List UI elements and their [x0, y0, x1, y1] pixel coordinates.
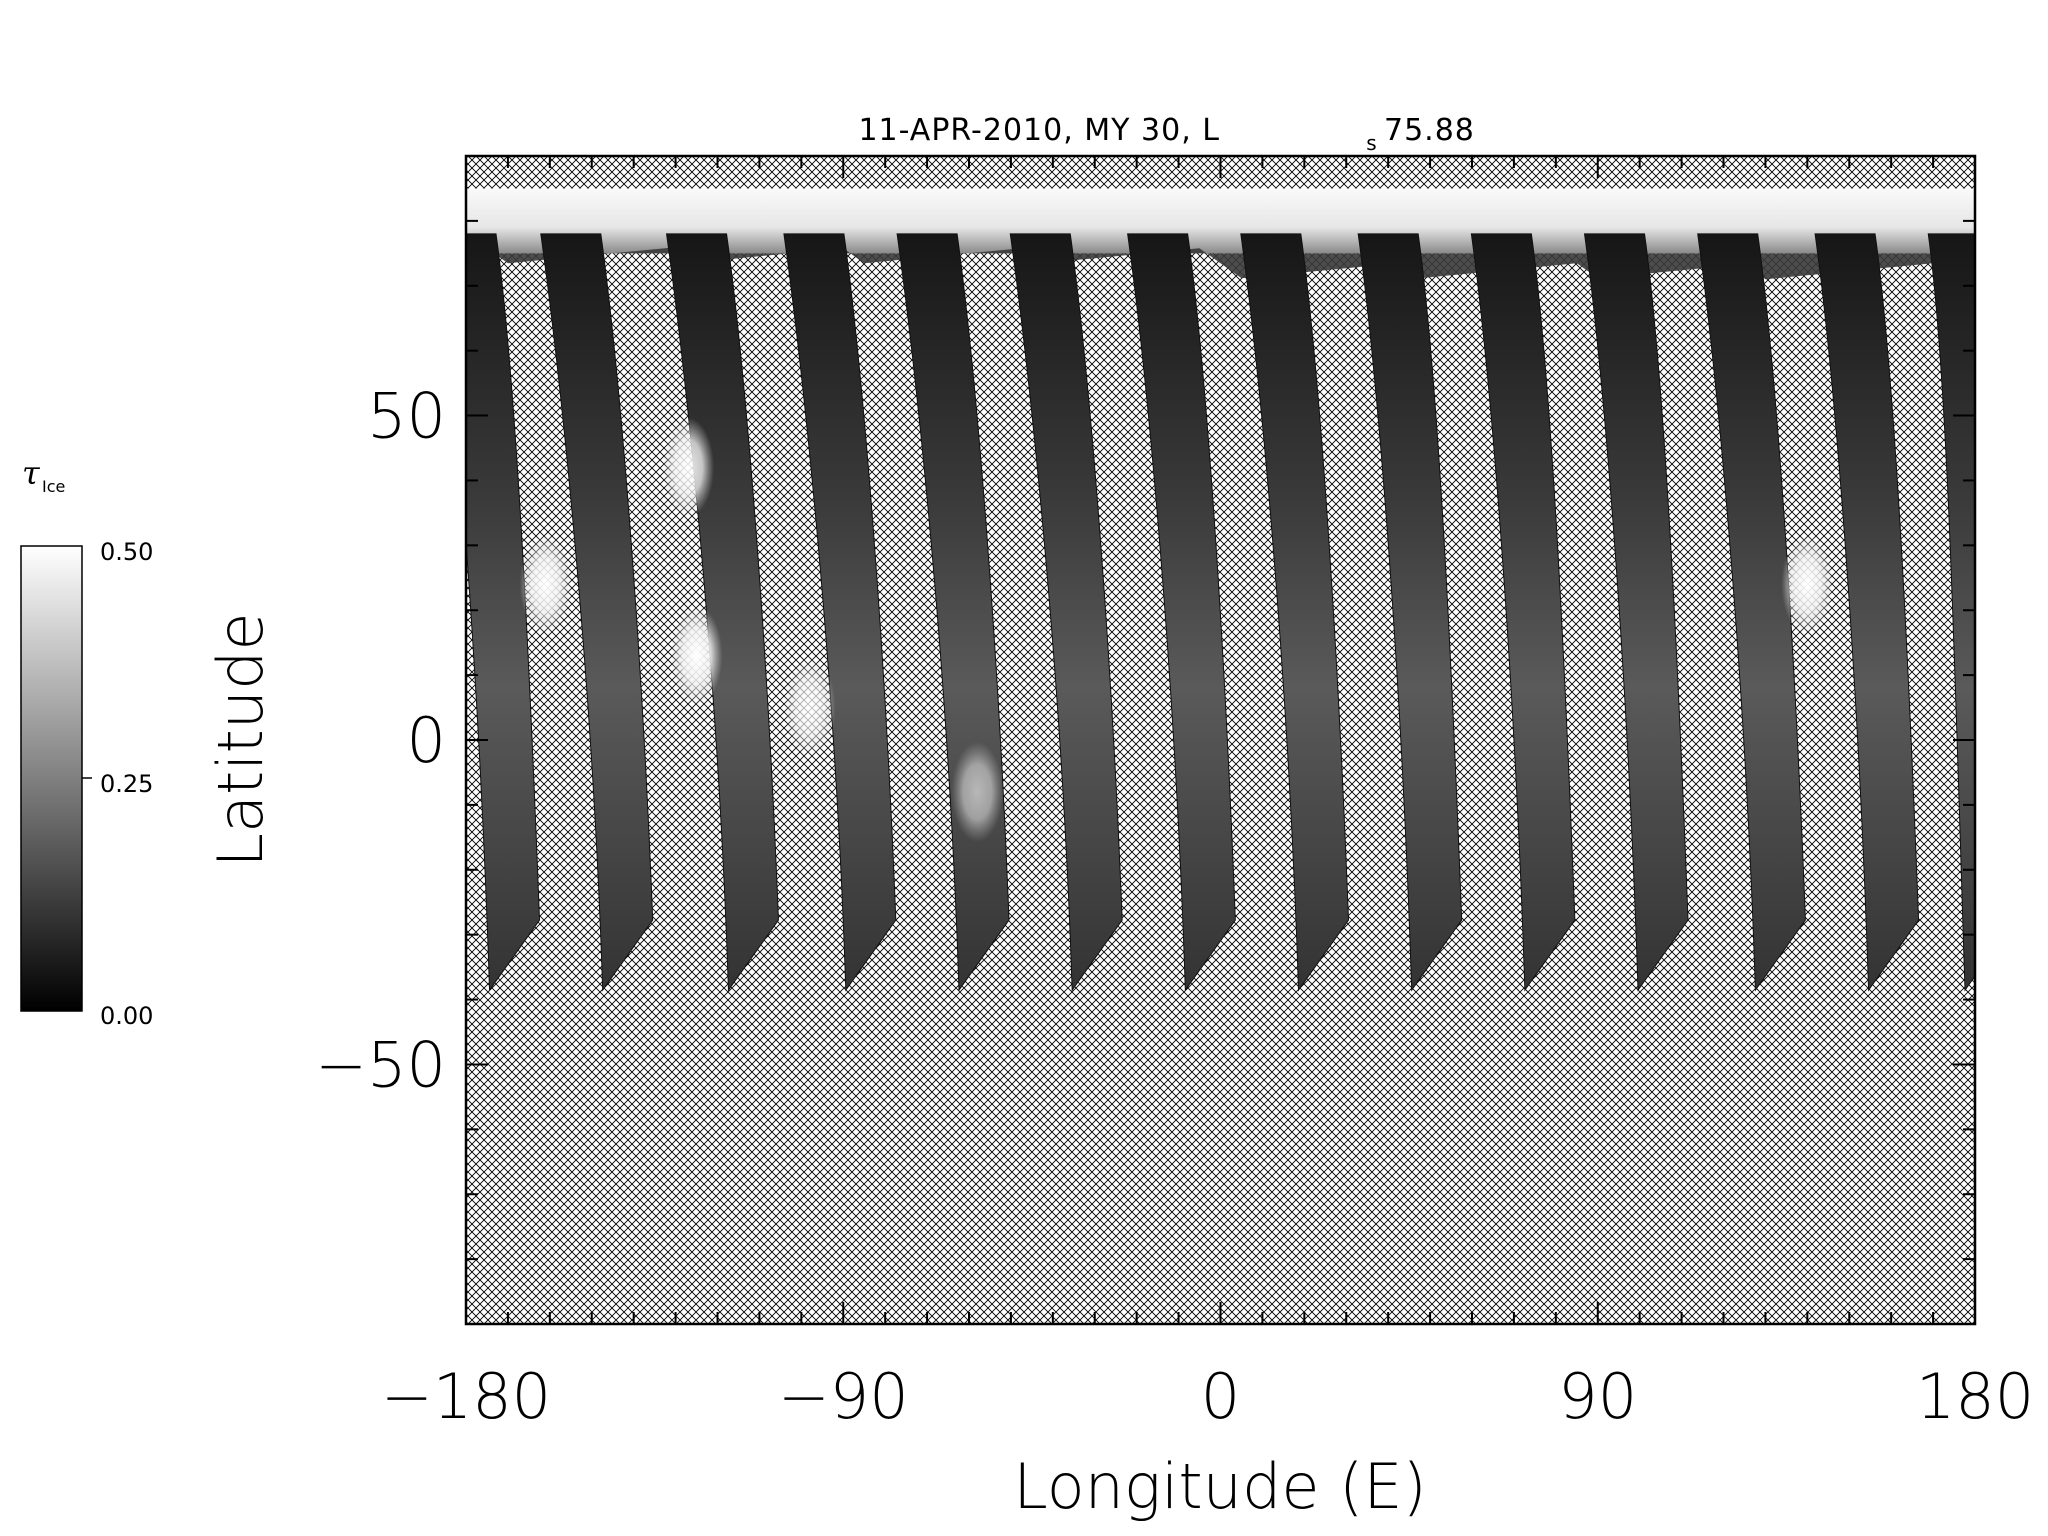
orbit-swath-12: [1697, 233, 1806, 992]
orbit-swath-14: [1927, 233, 1975, 992]
chart-title: 11-APR-2010, MY 30, L s 75.88: [858, 113, 1475, 155]
ice-cloud-6: [951, 741, 1004, 842]
x-tick-labels: −180 −90 0 90 180: [381, 1360, 2034, 1433]
title-suffix: 75.88: [1384, 113, 1475, 148]
colorbar-mid-label: 0.25: [100, 770, 153, 798]
ice-cloud-1: [519, 534, 572, 635]
title-subscript: s: [1366, 131, 1377, 155]
svg-text:11-APR-2010, MY 30, L: 11-APR-2010, MY 30, L: [858, 113, 1220, 148]
orbit-swath-7: [1127, 233, 1236, 992]
orbit-swath-13: [1814, 233, 1920, 992]
colorbar-max-label: 0.50: [100, 538, 153, 566]
y-tick-labels: −50 0 50: [315, 380, 446, 1102]
svg-text:75.88: 75.88: [1384, 113, 1475, 148]
orbit-swath-6: [1009, 233, 1123, 992]
y-tick-label: 0: [407, 704, 446, 777]
colorbar-gradient: [20, 545, 83, 1012]
x-tick-label: −90: [778, 1360, 909, 1433]
orbit-swath-11: [1583, 233, 1689, 992]
cloud-layer: [519, 417, 1834, 842]
y-axis-label: Latitude: [204, 612, 277, 867]
orbit-swath-4: [783, 233, 897, 992]
y-tick-label: 50: [367, 380, 446, 453]
orbit-swath-2: [540, 233, 654, 992]
orbit-swath-10: [1470, 233, 1576, 992]
orbit-swath-9: [1357, 233, 1463, 992]
x-tick-label: 90: [1558, 1360, 1637, 1433]
colorbar-subscript: Ice: [42, 477, 65, 496]
colorbar: τ Ice 0.50 0.25 0.00: [20, 454, 153, 1030]
ice-cloud-3: [670, 605, 723, 706]
x-axis-label: Longitude (E): [1013, 1450, 1426, 1523]
swath-layer: [466, 233, 1975, 992]
x-tick-label: 0: [1201, 1360, 1240, 1433]
orbit-swath-8: [1240, 233, 1350, 992]
svg-text:s: s: [1366, 131, 1377, 155]
ice-cloud-4: [783, 657, 836, 758]
title-prefix: 11-APR-2010, MY 30, L: [858, 113, 1220, 148]
x-tick-label: 180: [1916, 1360, 2034, 1433]
y-tick-label: −50: [315, 1028, 446, 1101]
orbit-swath-1: [466, 233, 541, 992]
ice-cloud-5: [1781, 534, 1834, 635]
x-tick-label: −180: [381, 1360, 551, 1433]
axis-ticks: [465, 155, 1976, 1325]
colorbar-min-label: 0.00: [100, 1002, 153, 1030]
ice-cloud-2: [662, 417, 715, 518]
plot-area: [466, 156, 1975, 1324]
colorbar-symbol: τ: [22, 454, 41, 492]
